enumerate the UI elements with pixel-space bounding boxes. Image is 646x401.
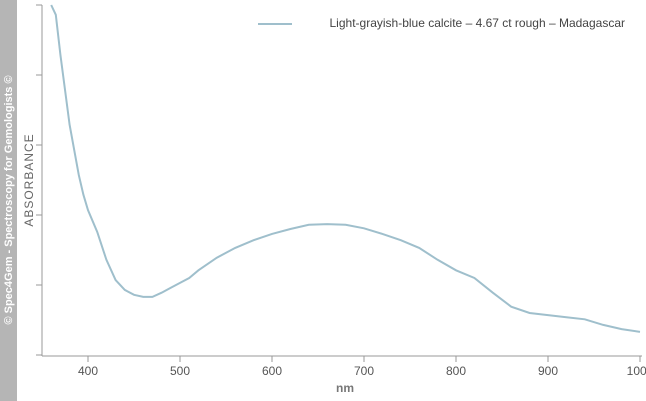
x-tick-label: 400 — [78, 364, 98, 378]
x-axis-label: nm — [336, 381, 354, 395]
credit: © Spec4Gem - Spectroscopy for Gemologist… — [3, 75, 15, 324]
x-tick-label: 1000 — [627, 364, 646, 378]
x-tick-label: 700 — [354, 364, 374, 378]
x-tick-label: 500 — [170, 364, 190, 378]
credit-strip — [0, 0, 17, 401]
x-tick-label: 600 — [262, 364, 282, 378]
data-line — [50, 4, 641, 333]
x-tick-label: 900 — [538, 364, 558, 378]
x-tick-label: 800 — [446, 364, 466, 378]
y-axis-label: ABSORBANCE — [22, 133, 36, 226]
legend-label: Light-grayish-blue calcite – 4.67 ct rou… — [330, 16, 626, 30]
